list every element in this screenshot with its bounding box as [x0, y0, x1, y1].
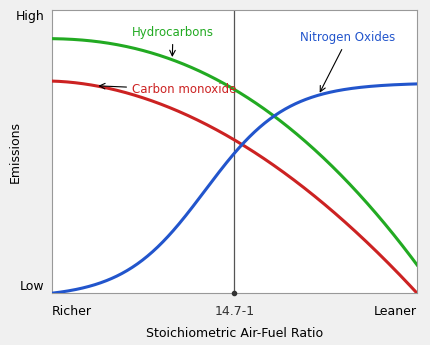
- Text: Leaner: Leaner: [374, 305, 417, 317]
- Text: 14.7-1: 14.7-1: [214, 305, 255, 317]
- Text: Stoichiometric Air-Fuel Ratio: Stoichiometric Air-Fuel Ratio: [146, 327, 323, 340]
- Text: High: High: [15, 10, 44, 23]
- Text: Emissions: Emissions: [9, 121, 22, 183]
- Text: Carbon monoxide: Carbon monoxide: [99, 83, 236, 96]
- Text: Richer: Richer: [52, 305, 92, 317]
- Text: Low: Low: [20, 280, 44, 293]
- Text: Nitrogen Oxides: Nitrogen Oxides: [300, 31, 396, 92]
- Text: Hydrocarbons: Hydrocarbons: [132, 26, 214, 56]
